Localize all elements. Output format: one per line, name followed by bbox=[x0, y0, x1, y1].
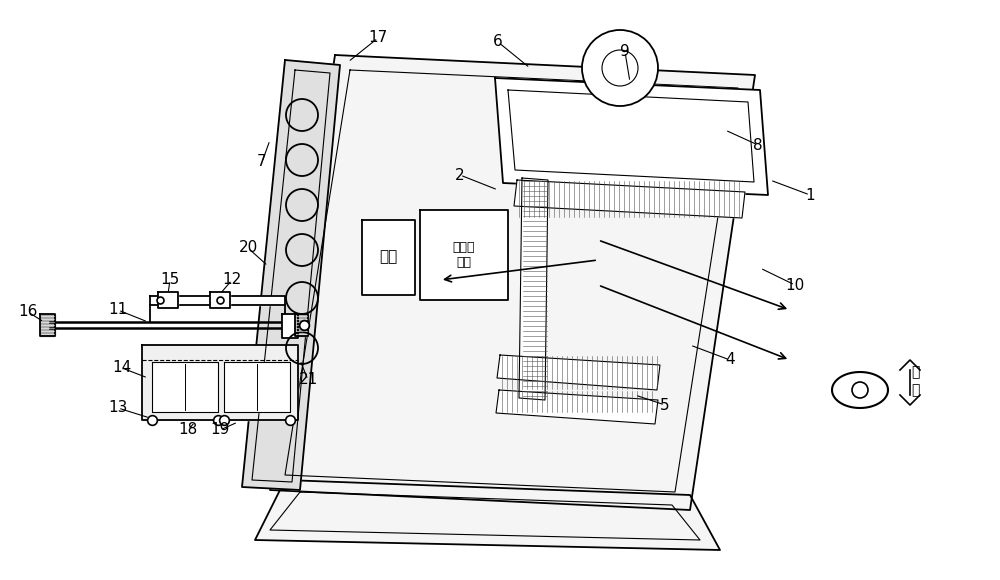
Polygon shape bbox=[270, 55, 755, 510]
Polygon shape bbox=[152, 362, 218, 412]
Polygon shape bbox=[242, 60, 340, 490]
Polygon shape bbox=[295, 314, 308, 336]
Polygon shape bbox=[362, 220, 415, 295]
Circle shape bbox=[852, 382, 868, 398]
Polygon shape bbox=[142, 345, 298, 420]
Text: 20: 20 bbox=[238, 241, 258, 256]
Polygon shape bbox=[514, 180, 745, 218]
Text: 16: 16 bbox=[18, 304, 38, 320]
Text: 眼: 眼 bbox=[911, 383, 919, 397]
Polygon shape bbox=[158, 292, 178, 308]
Text: 9: 9 bbox=[620, 45, 630, 60]
Polygon shape bbox=[210, 292, 230, 308]
Polygon shape bbox=[255, 480, 720, 550]
Text: 4: 4 bbox=[725, 353, 735, 368]
Polygon shape bbox=[495, 78, 768, 195]
Text: 19: 19 bbox=[210, 422, 230, 437]
Text: 15: 15 bbox=[160, 273, 180, 288]
Text: 2: 2 bbox=[455, 168, 465, 183]
Polygon shape bbox=[496, 390, 658, 424]
Text: 1: 1 bbox=[805, 187, 815, 202]
Text: 主机: 主机 bbox=[379, 249, 397, 264]
Polygon shape bbox=[497, 355, 660, 390]
Text: 13: 13 bbox=[108, 401, 128, 415]
Text: 多屏显
示卡: 多屏显 示卡 bbox=[453, 241, 475, 269]
Circle shape bbox=[582, 30, 658, 106]
Text: 18: 18 bbox=[178, 422, 198, 437]
Text: 8: 8 bbox=[753, 137, 763, 153]
Text: 人: 人 bbox=[911, 365, 919, 379]
Text: 7: 7 bbox=[257, 154, 267, 169]
Text: 12: 12 bbox=[222, 273, 242, 288]
Text: 17: 17 bbox=[368, 31, 388, 45]
Polygon shape bbox=[150, 296, 285, 305]
Polygon shape bbox=[519, 178, 548, 400]
Polygon shape bbox=[40, 314, 55, 336]
Polygon shape bbox=[282, 314, 298, 338]
Polygon shape bbox=[420, 210, 508, 300]
Text: 10: 10 bbox=[785, 277, 805, 292]
Text: 11: 11 bbox=[108, 303, 128, 317]
Polygon shape bbox=[224, 362, 290, 412]
Text: 6: 6 bbox=[493, 34, 503, 49]
Text: 14: 14 bbox=[112, 361, 132, 375]
Text: 5: 5 bbox=[660, 397, 670, 412]
Text: 21: 21 bbox=[298, 372, 318, 387]
